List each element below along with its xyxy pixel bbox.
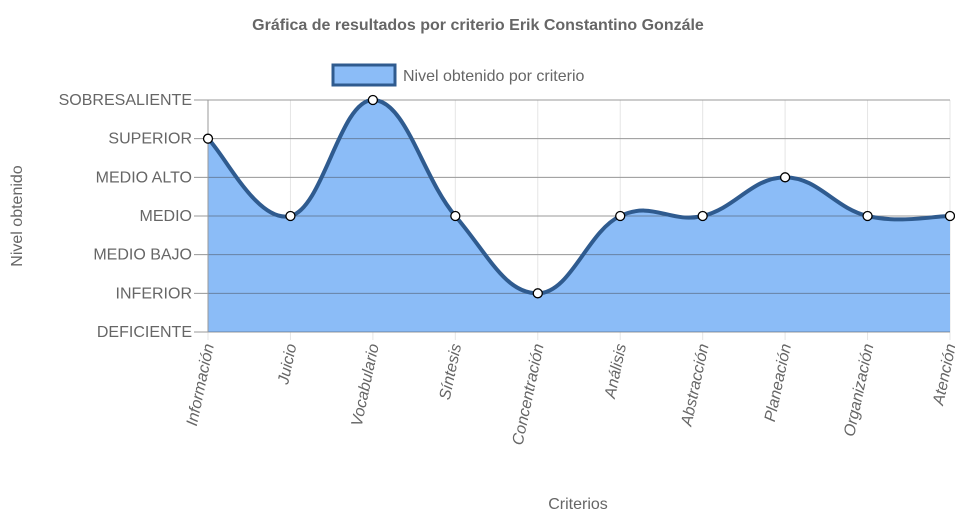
x-axis-title: Criterios (548, 496, 608, 513)
y-axis-labels: DEFICIENTE INFERIOR MEDIO BAJO MEDIO MEDIO A… (59, 92, 192, 341)
y-tick-label: MEDIO ALTO (96, 169, 192, 186)
data-point[interactable] (202, 133, 214, 144)
legend[interactable]: Nivel obtenido por criterio (331, 63, 585, 87)
data-point[interactable] (944, 210, 955, 222)
x-tick-label: Información (184, 342, 218, 427)
legend-swatch (331, 63, 397, 87)
x-tick-label: Planeación (762, 342, 795, 423)
data-point[interactable] (367, 94, 379, 106)
x-tick-label: Concentración (510, 342, 548, 447)
data-point[interactable] (697, 210, 708, 222)
data-point[interactable] (862, 210, 873, 222)
legend-label: Nivel obtenido por criterio (403, 68, 585, 85)
series-line (206, 98, 952, 296)
y-tick-label: SUPERIOR (108, 131, 192, 148)
x-tick-label: Análisis (602, 342, 630, 400)
y-tick-label: DEFICIENTE (97, 324, 192, 341)
data-points (202, 94, 955, 299)
chart-title: Gráfica de resultados por criterio Erik … (252, 17, 704, 34)
x-tick-label: Juicio (275, 342, 300, 387)
data-point[interactable] (532, 288, 543, 299)
x-tick-label: Síntesis (437, 342, 465, 401)
area-layer (194, 98, 952, 333)
x-tick-label: Abstracción (678, 342, 712, 428)
series-area (208, 100, 950, 332)
y-axis-title: Nivel obtenido (9, 165, 26, 267)
y-tick-label: MEDIO BAJO (93, 247, 192, 264)
x-tick-label: Atención (930, 342, 955, 408)
x-tick-label: Organización (841, 342, 877, 438)
data-point[interactable] (450, 210, 461, 222)
x-tick-label: Vocabulario (349, 342, 383, 428)
y-tick-label: SOBRESALIENTE (59, 92, 192, 109)
y-tick-label: MEDIO (140, 208, 192, 225)
x-axis-labels: Información Juicio Vocabulario Síntesis Conc… (184, 342, 955, 447)
data-point[interactable] (285, 210, 296, 222)
y-tick-label: INFERIOR (116, 285, 192, 302)
data-point[interactable] (779, 172, 791, 183)
data-point[interactable] (615, 210, 626, 222)
